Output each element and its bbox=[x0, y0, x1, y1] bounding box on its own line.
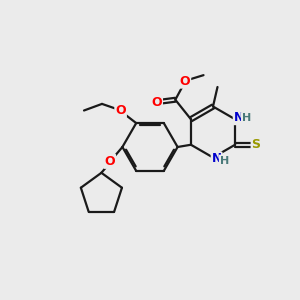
Text: O: O bbox=[180, 75, 190, 88]
Text: S: S bbox=[252, 138, 261, 151]
Text: O: O bbox=[104, 155, 115, 168]
Text: H: H bbox=[242, 113, 251, 123]
Text: N: N bbox=[234, 111, 244, 124]
Text: O: O bbox=[115, 104, 126, 117]
Text: O: O bbox=[152, 96, 162, 109]
Text: N: N bbox=[212, 152, 222, 166]
Text: H: H bbox=[220, 155, 229, 166]
